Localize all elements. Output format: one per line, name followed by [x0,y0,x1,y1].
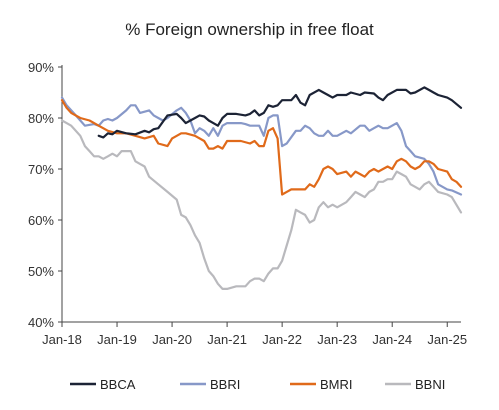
x-tick-label: Jan-18 [42,332,82,347]
x-tick-label: Jan-19 [97,332,137,347]
x-tick-label: Jan-22 [262,332,302,347]
axes: 40% 50% 60% 70% 80% 90% Jan-18 Jan-19 Jan-20 Jan-… [28,60,467,347]
y-tick-label: 40% [28,315,54,330]
x-tick-label: Jan-21 [207,332,247,347]
legend-label-bbca: BBCA [100,377,136,392]
series-line-bbni [60,119,463,290]
y-tick-label: 60% [28,213,54,228]
x-tick-label: Jan-23 [317,332,357,347]
chart-title: % Foreign ownership in free float [125,20,374,39]
legend-label-bbni: BBNI [415,377,445,392]
series-line-bbca [97,86,463,139]
series-line-bbri [60,96,463,196]
y-tick-label: 50% [28,264,54,279]
legend-label-bbri: BBRI [210,377,240,392]
legend: BBCA BBRI BMRI BBNI [70,377,445,392]
y-tick-label: 90% [28,60,54,75]
x-tick-label: Jan-25 [427,332,467,347]
x-tick-label: Jan-20 [152,332,192,347]
series-line-bmri [60,99,463,196]
y-tick-label: 80% [28,111,54,126]
series-layer [60,86,463,290]
legend-label-bmri: BMRI [320,377,353,392]
y-tick-label: 70% [28,162,54,177]
x-tick-label: Jan-24 [372,332,412,347]
